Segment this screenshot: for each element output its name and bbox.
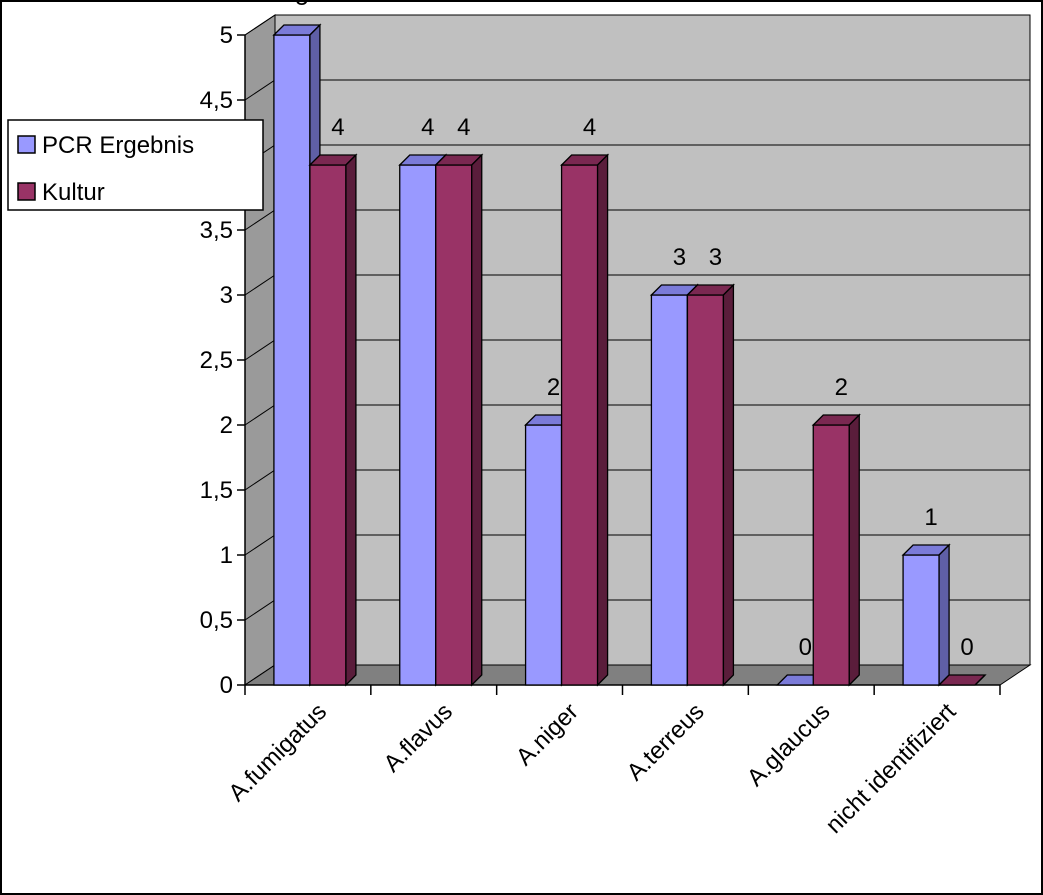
y-tick-labels: 00,511,522,533,544,55	[200, 22, 233, 699]
gridline	[244, 14, 1030, 36]
y-tick-label: 5	[220, 22, 233, 49]
y-tick-label: 0	[220, 672, 233, 699]
data-label: 2	[547, 374, 560, 401]
bar-front	[399, 164, 437, 686]
data-label: 4	[421, 114, 434, 141]
data-label: 4	[331, 114, 344, 141]
legend: PCR Ergebnis Kultur	[7, 119, 264, 211]
bars	[272, 23, 987, 687]
bar-front	[309, 164, 347, 686]
y-tick-label: 1	[220, 542, 233, 569]
bar-side	[345, 153, 357, 687]
legend-swatch-pcr	[17, 135, 36, 154]
legend-label-kultur: Kultur	[42, 179, 105, 206]
bar-front	[812, 424, 850, 686]
legend-swatch-kultur	[17, 182, 36, 201]
bar-side	[974, 674, 986, 686]
bar-front	[435, 164, 473, 686]
legend-box	[7, 119, 264, 211]
bar-front	[686, 294, 725, 686]
y-tick-label: 3,5	[200, 217, 233, 244]
bar-front	[524, 424, 563, 686]
bar-kultur	[308, 153, 358, 687]
y-tick-label: 2,5	[200, 347, 233, 374]
bar-side	[938, 543, 950, 687]
data-label: 1	[924, 504, 937, 531]
bar-side	[471, 153, 483, 687]
bar-kultur	[434, 153, 484, 687]
bar-front	[650, 294, 689, 686]
bar-side	[722, 283, 735, 687]
data-label: 0	[960, 634, 973, 661]
y-tick-label: 4,5	[200, 87, 233, 114]
legend-label-pcr: PCR Ergebnis	[42, 132, 194, 159]
data-label: 3	[709, 244, 722, 271]
bar-side	[848, 413, 860, 687]
y-tick-label: 3	[220, 282, 233, 309]
data-labels: 544424330210	[295, 0, 974, 661]
bar-kultur	[937, 674, 987, 686]
bar-kultur	[560, 153, 610, 687]
data-label: 2	[835, 374, 848, 401]
bar-side	[596, 153, 609, 687]
data-label: 5	[295, 0, 308, 11]
bar-front	[902, 554, 940, 686]
bar-kultur	[685, 283, 735, 687]
data-label: 0	[799, 634, 812, 661]
bar-front	[273, 34, 311, 686]
y-tick-label: 1,5	[200, 477, 233, 504]
bar-front	[560, 164, 599, 686]
data-label: 4	[457, 114, 470, 141]
data-label: 4	[583, 114, 596, 141]
bar-kultur	[811, 413, 861, 687]
y-tick-label: 2	[220, 412, 233, 439]
data-label: 3	[673, 244, 686, 271]
y-tick-label: 0,5	[200, 607, 233, 634]
bar-pcr	[901, 543, 951, 687]
